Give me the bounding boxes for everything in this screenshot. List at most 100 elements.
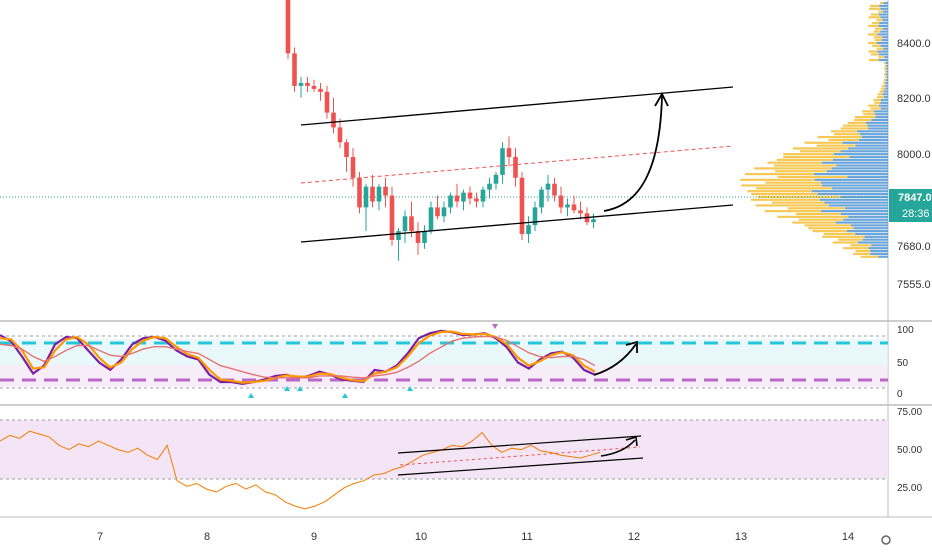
buy-signal-marker (297, 386, 303, 391)
price-axis: 8400.0 8200.0 8000.0 7680.0 7555.0 7847.… (889, 38, 932, 291)
candle-body (526, 225, 531, 235)
buy-signal-marker (248, 393, 254, 398)
volume-profile-bar (747, 190, 812, 193)
volume-profile-bar (792, 221, 836, 224)
volume-profile-bar (880, 44, 888, 47)
volume-profile-bar (854, 118, 872, 122)
stoch-projection-arrow[interactable] (593, 343, 637, 376)
volume-profile-bar (879, 21, 888, 25)
volume-profile-bar (855, 249, 871, 253)
rsi-tick: 75.00 (897, 407, 922, 418)
volume-profile-bar (863, 113, 876, 116)
volume-profile-bar (884, 70, 887, 73)
volume-profile-bar (873, 110, 888, 113)
candlestick-series (285, 0, 596, 261)
channel-median-line[interactable] (300, 145, 734, 184)
volume-profile-bar (877, 33, 888, 36)
volume-profile-bar (880, 16, 888, 19)
volume-profile-bar (740, 178, 815, 181)
volume-profile-bar (886, 70, 888, 73)
volume-profile-bar (885, 81, 888, 84)
candle-body (448, 195, 453, 208)
time-tick: 7 (97, 531, 103, 543)
volume-profile-bar (874, 101, 881, 104)
volume-profile-bar (833, 158, 888, 161)
volume-profile-bar (850, 224, 888, 227)
volume-profile-bar (880, 101, 888, 104)
candle-body (318, 88, 323, 92)
channel-lower-line[interactable] (300, 204, 734, 243)
time-tick: 12 (628, 531, 640, 543)
volume-profile-bar (880, 2, 884, 5)
countdown-label: 28:36 (902, 208, 930, 220)
volume-profile-bar (875, 116, 888, 119)
volume-profile-bar (848, 147, 888, 150)
rsi-projection-arrow[interactable] (600, 439, 636, 457)
volume-profile-bar (880, 107, 888, 110)
volume-profile-bar (870, 13, 879, 16)
volume-profile-bar (847, 175, 888, 179)
volume-profile-bar (868, 104, 879, 107)
candle-body (532, 207, 538, 226)
volume-profile-bar (744, 173, 815, 176)
rsi-line (0, 430, 601, 510)
volume-profile-bar (883, 81, 886, 84)
rsi-channel-upper[interactable] (397, 435, 642, 454)
price-tick: 8000.0 (897, 149, 931, 161)
sell-signal-marker (492, 324, 498, 329)
volume-profile-bar (883, 90, 888, 93)
time-tick: 8 (204, 531, 210, 543)
settings-gear-icon[interactable] (881, 535, 891, 545)
candle-body (480, 189, 486, 202)
candle-body (376, 186, 382, 202)
volume-profile-bar (873, 30, 881, 33)
volume-profile-bar (840, 212, 888, 216)
rsi-tick: 50.00 (897, 445, 922, 456)
candle-body (461, 192, 466, 202)
candle-body (539, 189, 544, 208)
volume-profile-bar (773, 164, 837, 167)
volume-profile-bar (877, 41, 888, 45)
candle-body (558, 195, 564, 208)
volume-profile-bar (878, 104, 888, 107)
volume-profile-bar (754, 167, 832, 170)
volume-profile-bar (833, 153, 888, 156)
volume-profile-bar (885, 61, 888, 65)
volume-profile-bar (798, 218, 844, 221)
candle-body (298, 82, 304, 86)
volume-profile-bar (882, 36, 888, 39)
volume-profile-bar (885, 84, 888, 87)
volume-profile-bar (870, 252, 888, 255)
rsi-channel-median[interactable] (399, 446, 641, 466)
volume-profile-bar (860, 255, 879, 258)
volume-profile-bar (764, 210, 822, 213)
stoch-line (0, 335, 596, 379)
volume-profile-bar (843, 124, 868, 127)
volume-profile-bar (804, 141, 843, 144)
price-tick: 8200.0 (897, 93, 931, 105)
volume-profile-bar (831, 167, 888, 170)
candle-body (422, 231, 427, 243)
volume-profile-bar (776, 158, 834, 161)
volume-profile-bar (867, 124, 888, 127)
volume-profile-bar (848, 215, 888, 218)
volume-profile-bar (837, 238, 863, 241)
volume-profile-bar (878, 59, 888, 62)
volume-profile-bar (877, 96, 884, 99)
candle-body (506, 148, 512, 158)
volume-profile-bar (883, 47, 888, 50)
volume-profile-bar (814, 173, 888, 176)
volume-profile-bar (868, 16, 881, 19)
arrowhead-icon (654, 92, 669, 107)
rsi-tick: 25.00 (897, 483, 922, 494)
volume-profile-bar (816, 144, 856, 147)
volume-profile-bar (842, 141, 888, 144)
volume-profile-bar (865, 121, 888, 124)
volume-profile-bar (852, 252, 871, 255)
rsi-channel-lower[interactable] (397, 457, 644, 476)
channel-upper-line[interactable] (300, 86, 734, 126)
projection-arrow[interactable] (603, 95, 663, 212)
volume-profile-bar (821, 210, 888, 213)
